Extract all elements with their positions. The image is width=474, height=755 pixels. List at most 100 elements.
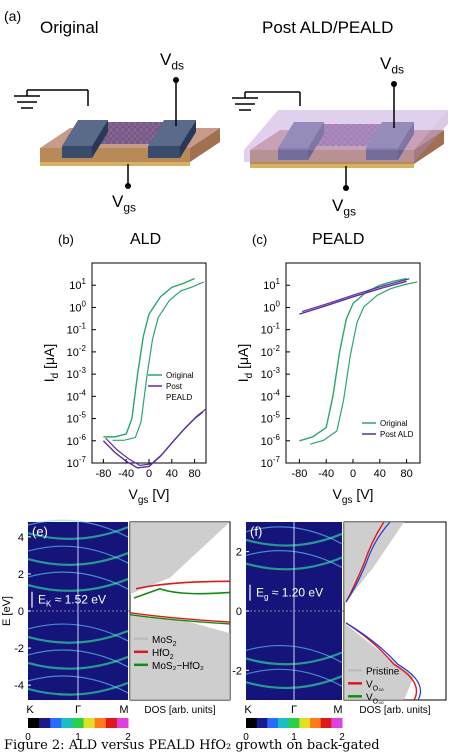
colorbar-segment xyxy=(72,718,85,728)
x-tick-label: 80 xyxy=(400,468,412,480)
k-point-label: M xyxy=(333,704,342,716)
y-tick-label: 10-3 xyxy=(261,366,281,381)
y-axis-label: Id [μA] xyxy=(235,344,255,383)
x-axis-label: Vgs [V] xyxy=(333,486,374,506)
dos-line-mos2-hfo2-vb xyxy=(129,614,231,625)
transfer-plots: 101 100 10-1 10-2 10-3 10-4 10-5 10-6 10-7 -80 -40… xyxy=(41,262,421,506)
y-tick-label: 100 xyxy=(69,299,86,314)
band-panel-f: (f) Eg ≈ 1.20 eV 2 0 -2 K Γ M Pristine VO₃ₒVO₄ₒDO… xyxy=(232,521,447,740)
dos-line-vo4-vb xyxy=(345,622,422,701)
band-panel-e: (e) EK ≈ 1.52 eV 4 2 0 -2 -4 E [eV] K Γ M MoS2HfO2M… xyxy=(1,519,231,740)
dos-line-vo4 xyxy=(345,521,391,603)
band-line xyxy=(27,519,129,538)
colorbar-tick-label: 1 xyxy=(291,732,297,740)
colorbar-segment xyxy=(278,718,290,728)
series-line-original xyxy=(103,277,195,438)
gap-label: EK ≈ 1.52 eV xyxy=(38,593,106,609)
y-axis-label: E [eV] xyxy=(1,596,13,626)
dos-line-hfo2 xyxy=(135,580,231,590)
legend-label: Original xyxy=(380,419,408,428)
x-tick-label: -80 xyxy=(95,468,111,480)
y-tick-label: 10-6 xyxy=(67,433,87,448)
colorbar-segment xyxy=(320,718,332,728)
y-tick-label: 10-7 xyxy=(67,455,87,470)
colorbar-segment xyxy=(83,718,96,728)
y-axis-label: Id [μA] xyxy=(41,344,61,383)
x-tick-label: 0 xyxy=(146,468,152,480)
device-schematics xyxy=(14,77,448,191)
dos-axis-label: DOS [arb. units] xyxy=(144,705,215,716)
colorbar-tick-label: 2 xyxy=(125,732,131,740)
panel-label: (e) xyxy=(32,524,48,539)
colorbar-segment xyxy=(116,718,129,728)
device-original xyxy=(14,77,220,189)
ground-icon xyxy=(232,91,301,111)
series-line-return xyxy=(105,408,206,467)
x-tick-label: -40 xyxy=(318,468,334,480)
dos-line-vo3-vb xyxy=(345,622,418,701)
dos-axis-label: DOS [arb. units] xyxy=(359,705,430,716)
y-tick-label: 0 xyxy=(236,606,242,618)
y-tick-label: 100 xyxy=(263,299,280,314)
x-tick-label: 40 xyxy=(166,468,178,480)
series-line-post xyxy=(299,280,407,315)
vgs-label-left: Vgs xyxy=(112,192,137,215)
ground-icon xyxy=(14,89,89,109)
panel-b-title: ALD xyxy=(130,231,162,248)
legend-label: Pristine xyxy=(366,666,400,677)
colorbar-tick-label: 2 xyxy=(339,732,345,740)
y-tick-label: 2 xyxy=(18,569,24,581)
colorbar-segment xyxy=(310,718,322,728)
x-tick-label: 40 xyxy=(374,468,386,480)
x-tick-label: 0 xyxy=(350,468,356,480)
y-tick-label: 10-3 xyxy=(67,366,87,381)
panel-a-right-title: Post ALD/PEALD xyxy=(262,18,394,37)
y-tick-label: -2 xyxy=(14,643,24,655)
panel-c-title: PEALD xyxy=(312,231,365,248)
series-line-return xyxy=(309,281,418,445)
dos-line-vo3 xyxy=(345,521,385,603)
y-tick-label: 2 xyxy=(236,547,242,559)
dos-fill xyxy=(344,522,414,700)
transfer-plot-peald: 101 100 10-1 10-2 10-3 10-4 10-5 10-6 10-7 -80 -40… xyxy=(235,262,421,506)
legend-label: VO₄ₒ xyxy=(366,692,384,705)
panel-b-label: (b) xyxy=(58,232,74,247)
y-tick-label: 10-6 xyxy=(261,433,281,448)
colorbar-segment xyxy=(105,718,118,728)
series-line-return xyxy=(112,281,204,441)
figure-caption: Figure 2: ALD versus PEALD HfO₂ growth o… xyxy=(4,738,380,753)
transfer-plot-ald: 101 100 10-1 10-2 10-3 10-4 10-5 10-6 10-7 -80 -40… xyxy=(41,262,207,506)
dos-line-hfo2-vb xyxy=(129,612,231,623)
colorbar-segment xyxy=(256,718,268,728)
legend-label: HfO2 xyxy=(152,648,174,661)
y-tick-label: -2 xyxy=(232,665,242,677)
x-tick-label: -40 xyxy=(118,468,134,480)
x-axis-label: Vgs [V] xyxy=(129,486,170,506)
y-tick-label: 0 xyxy=(18,606,24,618)
vgs-label-right: Vgs xyxy=(332,196,357,219)
y-tick-label: 10-1 xyxy=(67,322,87,337)
series-line-return xyxy=(301,278,410,313)
colorbar-segment xyxy=(288,718,300,728)
legend-label: Post ALD xyxy=(380,430,414,439)
panel-a-left-title: Original xyxy=(40,18,99,37)
legend-label: Original xyxy=(166,371,194,380)
y-tick-label: 10-2 xyxy=(67,344,87,359)
y-tick-label: 10-5 xyxy=(67,411,87,426)
k-point-label: M xyxy=(119,704,128,716)
colorbar-segment xyxy=(299,718,311,728)
y-tick-label: 10-4 xyxy=(67,388,87,403)
colorbar-tick-label: 0 xyxy=(25,732,31,740)
vds-label-right: Vds xyxy=(380,54,405,77)
k-point-label: K xyxy=(26,704,34,716)
legend-label: PEALD xyxy=(166,393,192,402)
colorbar-segment xyxy=(50,718,62,728)
dos-line-mos2-hfo2 xyxy=(133,587,231,599)
device-post-ald xyxy=(232,81,448,191)
series-line-original xyxy=(299,277,407,442)
y-tick-label: 101 xyxy=(69,277,86,292)
panel-a-label: (a) xyxy=(4,8,22,24)
y-tick-label: 10-1 xyxy=(261,322,281,337)
y-tick-label: 101 xyxy=(263,277,280,292)
